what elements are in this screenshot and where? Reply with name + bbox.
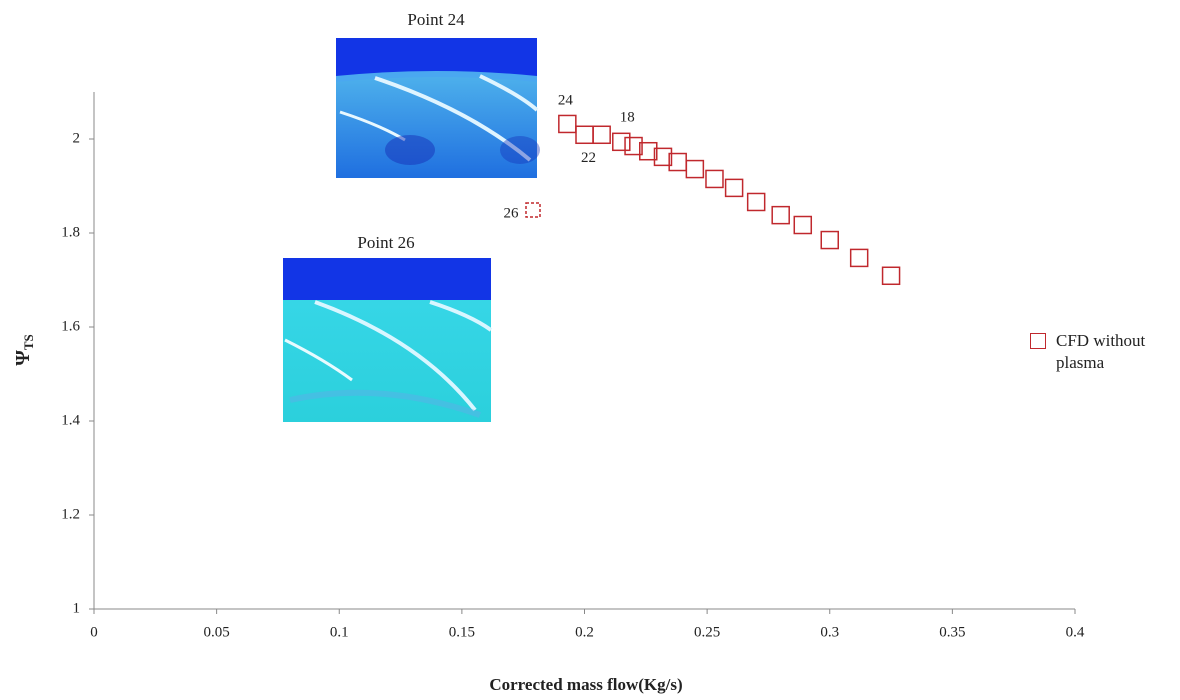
y-tick-label: 1 [73, 600, 81, 616]
inset-title: Point 26 [357, 233, 414, 252]
marker [624, 136, 643, 156]
marker [639, 141, 658, 161]
y-tick-label: 1.6 [61, 318, 80, 334]
x-tick-label: 0.4 [1066, 624, 1085, 640]
y-tick-label: 2 [73, 130, 81, 146]
annotation: 18 [620, 109, 635, 125]
annotation: 24 [558, 92, 574, 108]
y-tick-label: 1.8 [61, 224, 80, 240]
inset-title: Point 24 [407, 10, 465, 29]
x-tick-label: 0.25 [694, 624, 720, 640]
marker [771, 205, 790, 225]
inset-26 [283, 258, 493, 422]
y-tick-label: 1.2 [61, 506, 80, 522]
marker [820, 230, 839, 250]
marker [849, 248, 869, 268]
marker [653, 147, 673, 167]
x-tick-label: 0.3 [820, 624, 839, 640]
y-axis-title: ΨTS [12, 334, 36, 366]
legend-label: CFD without plasma [1056, 331, 1146, 372]
y-title-main: Ψ [12, 350, 34, 366]
annotation: 26 [503, 205, 519, 221]
marker [746, 192, 766, 212]
marker [558, 114, 577, 134]
y-tick-label: 1.4 [61, 412, 80, 428]
x-tick-label: 0.1 [330, 624, 349, 640]
x-tick-label: 0 [90, 624, 98, 640]
marker [575, 125, 594, 145]
x-tick-label: 0.2 [575, 624, 594, 640]
marker [592, 125, 611, 145]
x-tick-label: 0.05 [204, 624, 230, 640]
x-axis-title: Corrected mass flow(Kg/s) [489, 675, 682, 694]
marker [685, 159, 705, 179]
marker [724, 178, 744, 198]
legend-swatch [1030, 333, 1046, 349]
y-title-sub: TS [21, 334, 36, 350]
x-tick-label: 0.15 [449, 624, 475, 640]
marker [525, 202, 541, 218]
marker [612, 132, 631, 152]
marker [793, 215, 813, 235]
annotation: 22 [581, 150, 596, 166]
inset-24 [336, 38, 540, 178]
marker [881, 266, 901, 286]
x-tick-label: 0.35 [939, 624, 965, 640]
marker [705, 169, 724, 189]
